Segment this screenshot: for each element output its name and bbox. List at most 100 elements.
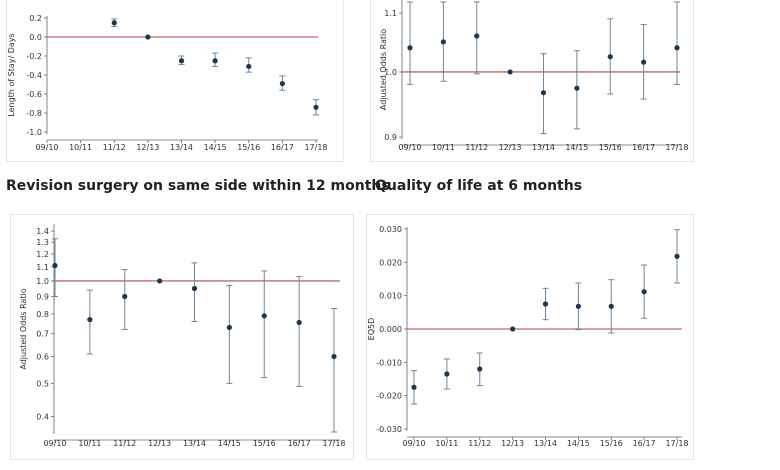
x-tick-label: 11/12 <box>465 143 488 152</box>
x-tick-label: 14/15 <box>567 439 590 448</box>
y-tick-label: 1.1 <box>36 263 49 272</box>
data-point <box>296 319 302 326</box>
x-tick-label: 11/12 <box>103 143 126 152</box>
data-point <box>444 371 450 377</box>
x-tick-label: 12/13 <box>148 439 171 448</box>
y-tick-label: 1.3 <box>36 238 49 247</box>
data-point <box>313 104 319 110</box>
x-tick-label: 12/13 <box>136 143 159 152</box>
x-tick-label: 15/16 <box>253 439 276 448</box>
x-tick-label: 12/13 <box>501 439 524 448</box>
data-point <box>178 58 185 64</box>
data-point <box>261 313 267 319</box>
panel-frame-length-of-stay <box>6 0 344 162</box>
y-tick-label: 1.0 <box>384 68 397 77</box>
y-tick-label: -0.010 <box>376 358 402 367</box>
x-tick-label: 14/15 <box>204 143 227 152</box>
x-tick-label: 16/17 <box>288 439 311 448</box>
x-tick-label: 13/14 <box>532 143 555 152</box>
title-quality-of-life: Quality of life at 6 months <box>375 178 583 194</box>
y-axis-title: Adjusted Odds Ratio <box>19 288 28 369</box>
data-point <box>440 39 446 45</box>
x-tick-label: 15/16 <box>600 439 623 448</box>
x-tick-label: 15/16 <box>599 143 622 152</box>
x-tick-label: 10/11 <box>69 143 92 152</box>
y-axis-title: Length of Stay/ Days <box>7 33 16 116</box>
y-tick-label: 1.1 <box>384 9 397 18</box>
data-point <box>407 45 413 51</box>
x-tick-label: 09/10 <box>398 143 421 152</box>
chart-top-right-odds: 0.9 1.0 1.1 Adjusted Odds Ratio 09/10 10/11 11… <box>379 0 689 152</box>
x-tick-label: 13/14 <box>183 439 206 448</box>
x-tick-label: 17/18 <box>665 143 688 152</box>
data-point <box>122 293 128 300</box>
x-tick-label: 14/15 <box>565 143 588 152</box>
chart-revision-surgery: 0.4 0.5 0.6 0.7 0.8 0.9 1.0 1.1 1.2 1.3 1.4 Adjuste… <box>19 224 346 448</box>
data-point <box>474 33 480 39</box>
y-tick-label: -0.020 <box>376 392 402 401</box>
data-point <box>279 80 285 87</box>
data-point <box>542 301 549 307</box>
data-point <box>507 69 513 75</box>
y-tick-label: 0.4 <box>36 412 49 421</box>
y-axis-title: EQ5D <box>367 318 376 341</box>
y-tick-label: 0.2 <box>29 14 42 23</box>
data-point <box>331 353 337 360</box>
data-point <box>191 285 198 292</box>
x-tick-label: 16/17 <box>632 143 655 152</box>
y-tick-label: 1.4 <box>36 227 49 236</box>
x-tick-label: 13/14 <box>534 439 557 448</box>
y-tick-label: 0.000 <box>379 325 402 334</box>
x-tick-label: 09/10 <box>402 439 425 448</box>
data-point <box>674 253 680 259</box>
x-tick-label: 17/18 <box>665 439 688 448</box>
y-tick-label: -0.2 <box>26 52 42 61</box>
x-tick-label: 11/12 <box>113 439 136 448</box>
y-tick-label: 0.0 <box>29 33 42 42</box>
x-tick-label: 10/11 <box>432 143 455 152</box>
data-point <box>111 20 117 26</box>
y-tick-label: 1.0 <box>36 277 49 286</box>
chart-quality-of-life: 0.030 0.020 0.010 0.000 -0.010 -0.020 -0.030 EQ… <box>367 225 689 448</box>
x-tick-label: 17/18 <box>322 439 345 448</box>
title-revision-surgery: Revision surgery on same side within 12 … <box>6 178 390 194</box>
x-tick-label: 11/12 <box>468 439 491 448</box>
x-tick-label: 10/11 <box>435 439 458 448</box>
y-tick-label: 0.8 <box>36 310 49 319</box>
x-tick-label: 14/15 <box>218 439 241 448</box>
data-point <box>641 289 647 295</box>
panel-frame-top-right <box>370 0 694 162</box>
x-tick-label: 15/16 <box>237 143 260 152</box>
data-point <box>145 34 151 40</box>
x-tick-label: 17/18 <box>304 143 327 152</box>
chart-length-of-stay: 0.2 0.0 -0.2 -0.4 -0.6 -0.8 -1.0 Length of Stay… <box>7 14 328 152</box>
data-point <box>87 316 93 323</box>
y-tick-label: -0.030 <box>376 425 402 434</box>
data-point <box>607 54 613 60</box>
data-point <box>574 85 580 91</box>
data-point <box>477 366 483 372</box>
x-tick-label: 09/10 <box>35 143 58 152</box>
y-tick-label: 0.030 <box>379 225 402 234</box>
y-axis-title: Adjusted Odds Ratio <box>379 29 388 110</box>
panel-frame-revision-surgery <box>10 214 354 460</box>
y-tick-label: 0.010 <box>379 292 402 301</box>
data-point <box>157 278 163 284</box>
y-tick-label: 0.9 <box>36 293 49 302</box>
y-tick-label: 0.9 <box>384 133 397 142</box>
x-tick-label: 13/14 <box>170 143 193 152</box>
y-tick-label: -1.0 <box>26 128 42 137</box>
x-tick-label: 12/13 <box>499 143 522 152</box>
data-point <box>246 63 252 70</box>
y-tick-label: -0.6 <box>26 90 42 99</box>
y-tick-label: -0.8 <box>26 109 42 118</box>
y-tick-label: 1.2 <box>36 250 49 259</box>
data-point <box>510 326 516 332</box>
data-point <box>540 90 547 96</box>
data-point <box>52 262 58 269</box>
y-tick-label: -0.4 <box>26 71 42 80</box>
data-point <box>411 384 417 390</box>
x-tick-label: 09/10 <box>43 439 66 448</box>
data-point <box>641 59 647 65</box>
